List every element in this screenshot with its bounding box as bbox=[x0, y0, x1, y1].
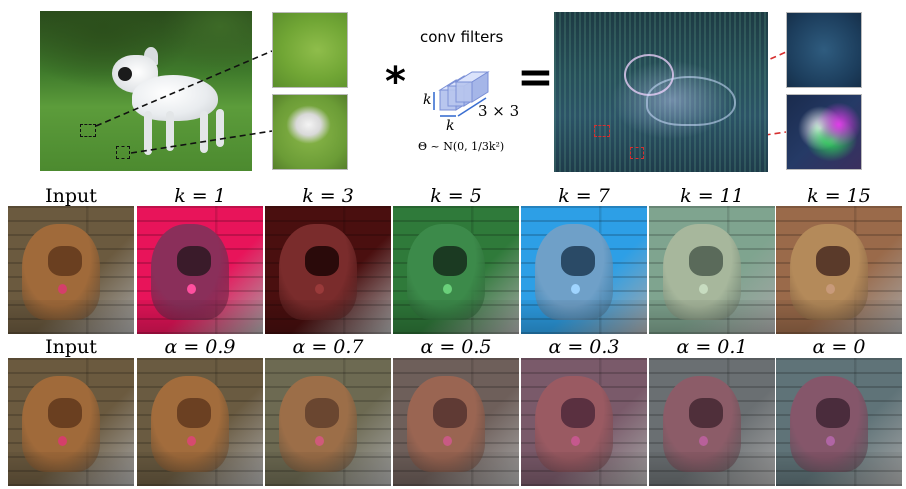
dog-collar-tag bbox=[571, 284, 580, 294]
crop-box-rgb bbox=[630, 147, 644, 159]
filter-size-k-side: k bbox=[423, 92, 432, 108]
dog-collar-tag bbox=[443, 436, 452, 446]
row1-label-k1: k = 1 bbox=[174, 185, 226, 207]
dog-leg bbox=[144, 111, 152, 155]
row2-label-a03: α = 0.3 bbox=[548, 336, 620, 358]
row1-image-k7 bbox=[521, 206, 647, 334]
zoom-crop-grass bbox=[272, 12, 348, 88]
dog-bed bbox=[265, 452, 391, 486]
row1-label-input: Input bbox=[45, 185, 97, 207]
dog-snout bbox=[689, 398, 723, 428]
dog-bed bbox=[649, 452, 775, 486]
dog-collar-tag bbox=[315, 284, 324, 294]
row2-image-a03 bbox=[521, 358, 647, 486]
dog-collar-tag bbox=[443, 284, 452, 294]
filter-size-3x3: 3 × 3 bbox=[478, 102, 520, 120]
filter-size-k-bottom: k bbox=[446, 118, 455, 134]
row1-image-k3 bbox=[265, 206, 391, 334]
equals-operator: = bbox=[517, 52, 554, 103]
crop-box-grass bbox=[80, 124, 96, 137]
dog-leg bbox=[200, 111, 208, 153]
row1-label-k3: k = 3 bbox=[302, 185, 354, 207]
dog-leg bbox=[216, 109, 224, 147]
row2-label-input: Input bbox=[45, 336, 97, 358]
dog-collar-tag bbox=[826, 436, 835, 446]
filter-distribution: Θ ~ N(0, 1/3k²) bbox=[418, 140, 505, 153]
dog-snout bbox=[305, 246, 339, 276]
row2-label-a05: α = 0.5 bbox=[420, 336, 492, 358]
row1-image-k15 bbox=[776, 206, 902, 334]
row2-image-a0 bbox=[776, 358, 902, 486]
dog-collar-tag bbox=[58, 436, 67, 446]
dog-collar-tag bbox=[187, 284, 196, 294]
dog-bed bbox=[8, 452, 134, 486]
zoom-crop-paw bbox=[272, 94, 348, 170]
size-arrow bbox=[457, 97, 487, 117]
row1-image-k5 bbox=[393, 206, 519, 334]
row1-label-k15: k = 15 bbox=[807, 185, 871, 207]
dog-bed bbox=[8, 300, 134, 334]
dog-bed bbox=[393, 452, 519, 486]
dog-collar-tag bbox=[315, 436, 324, 446]
crop-box-blue bbox=[594, 125, 610, 137]
filter-cubes bbox=[438, 71, 490, 111]
row1-image-k11 bbox=[649, 206, 775, 334]
row1-image-k1 bbox=[137, 206, 263, 334]
dog-outline-body bbox=[646, 76, 736, 126]
dog-snout bbox=[177, 246, 211, 276]
dog-bed bbox=[521, 452, 647, 486]
dog-bed bbox=[137, 300, 263, 334]
crop-box-paw bbox=[116, 146, 130, 159]
filter-cube-diagram bbox=[433, 71, 490, 117]
convolution-operator: * bbox=[385, 59, 406, 105]
row2-label-a0: α = 0 bbox=[812, 336, 866, 358]
dog-snout bbox=[48, 246, 82, 276]
dog-bed bbox=[776, 452, 902, 486]
row1-label-k5: k = 5 bbox=[430, 185, 482, 207]
row1-label-k11: k = 11 bbox=[680, 185, 744, 207]
dog-leg bbox=[166, 111, 174, 151]
row2-image-a05 bbox=[393, 358, 519, 486]
dog-snout bbox=[561, 246, 595, 276]
row2-label-a07: α = 0.7 bbox=[292, 336, 364, 358]
dog-eye-patch bbox=[118, 67, 132, 81]
zoom-crop-rgb bbox=[786, 94, 862, 170]
row1-image-input bbox=[8, 206, 134, 334]
dog-snout bbox=[433, 398, 467, 428]
row1-label-k7: k = 7 bbox=[558, 185, 610, 207]
conv-filters-title: conv filters bbox=[420, 28, 504, 46]
dog-collar-tag bbox=[826, 284, 835, 294]
dog-snout bbox=[177, 398, 211, 428]
dog-collar-tag bbox=[58, 284, 67, 294]
dog-bed bbox=[137, 452, 263, 486]
dog-bed bbox=[265, 300, 391, 334]
dog-bed bbox=[776, 300, 902, 334]
dog-snout bbox=[816, 398, 850, 428]
dog-snout bbox=[48, 398, 82, 428]
row2-image-a07 bbox=[265, 358, 391, 486]
dog-bed bbox=[393, 300, 519, 334]
output-dog-photo bbox=[554, 12, 768, 172]
dog-snout bbox=[433, 246, 467, 276]
dog-collar-tag bbox=[699, 284, 708, 294]
dog-snout bbox=[305, 398, 339, 428]
dog-collar-tag bbox=[187, 436, 196, 446]
dog-bed bbox=[649, 300, 775, 334]
dog-snout bbox=[561, 398, 595, 428]
row2-label-a09: α = 0.9 bbox=[164, 336, 236, 358]
row2-image-a09 bbox=[137, 358, 263, 486]
row2-image-a01 bbox=[649, 358, 775, 486]
zoom-crop-blue bbox=[786, 12, 862, 88]
dog-collar-tag bbox=[699, 436, 708, 446]
dog-snout bbox=[816, 246, 850, 276]
input-dog-photo bbox=[40, 11, 252, 171]
dog-bed bbox=[521, 300, 647, 334]
row2-image-input bbox=[8, 358, 134, 486]
dog-collar-tag bbox=[571, 436, 580, 446]
dog-snout bbox=[689, 246, 723, 276]
row2-label-a01: α = 0.1 bbox=[676, 336, 748, 358]
